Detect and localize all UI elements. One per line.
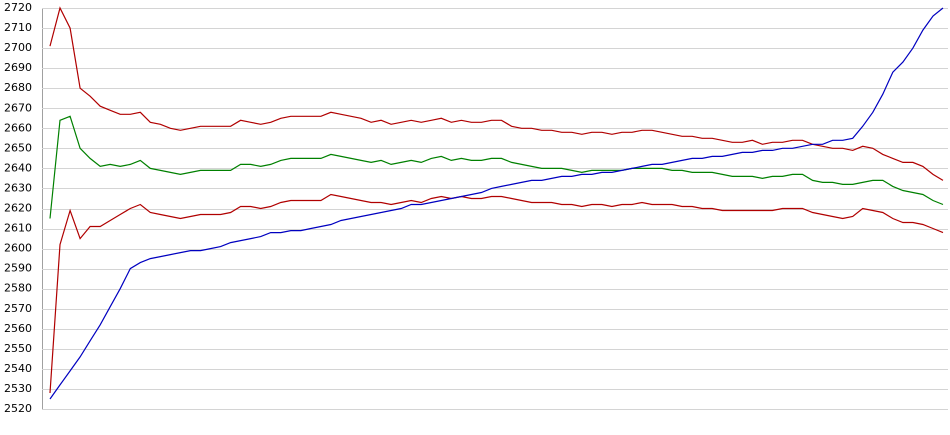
y-tick-label: 2710 <box>4 21 32 34</box>
y-tick-label: 2590 <box>4 262 32 275</box>
series-line <box>49 6 944 181</box>
y-tick-label: 2600 <box>4 242 32 255</box>
series-line <box>49 193 944 394</box>
y-tick-label: 2620 <box>4 202 32 215</box>
y-tick-label: 2520 <box>4 402 32 415</box>
y-tick-label: 2700 <box>4 41 32 54</box>
series-line <box>49 115 944 219</box>
y-tick-label: 2630 <box>4 181 32 194</box>
y-tick-label: 2720 <box>4 1 32 14</box>
y-tick-label: 2550 <box>4 342 32 355</box>
y-tick-label: 2540 <box>4 362 32 375</box>
y-tick-label: 2660 <box>4 121 32 134</box>
y-tick-label: 2560 <box>4 322 32 335</box>
y-tick-label: 2690 <box>4 61 32 74</box>
y-tick-label: 2650 <box>4 141 32 154</box>
y-tick-label: 2670 <box>4 101 32 114</box>
y-tick-label: 2530 <box>4 382 32 395</box>
y-tick-label: 2580 <box>4 282 32 295</box>
y-tick-label: 2610 <box>4 222 32 235</box>
series-line <box>49 7 944 400</box>
y-tick-label: 2570 <box>4 302 32 315</box>
y-tick-label: 2640 <box>4 161 32 174</box>
y-tick-label: 2680 <box>4 81 32 94</box>
